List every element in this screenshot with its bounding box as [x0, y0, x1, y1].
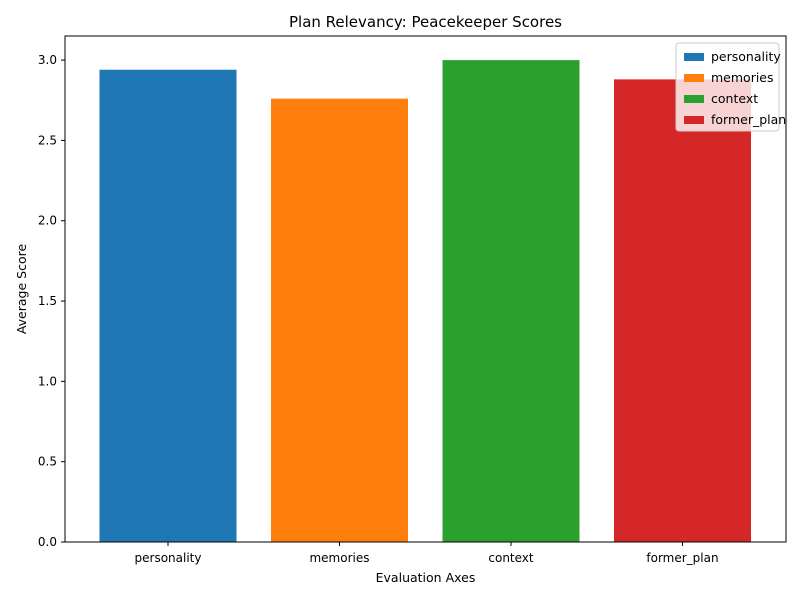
- y-tick-label: 2.5: [38, 133, 57, 147]
- legend: personality memories context former_plan: [675, 42, 786, 132]
- chart-title: Plan Relevancy: Peacekeeper Scores: [289, 13, 562, 31]
- legend-swatch-context: [684, 95, 704, 103]
- x-tick-label: memories: [309, 551, 369, 565]
- bar-context: [442, 60, 580, 542]
- x-tick-label: former_plan: [646, 551, 718, 565]
- legend-swatch-former_plan: [684, 116, 704, 124]
- x-axis: personality memories context former_plan: [135, 542, 719, 565]
- y-tick-label: 2.0: [38, 214, 57, 228]
- x-tick-label: personality: [135, 551, 202, 565]
- plot-frame: [64, 35, 787, 543]
- y-axis: 0.0 0.5 1.0 1.5 2.0 2.5 3.0: [38, 53, 65, 549]
- bar-former_plan: [614, 79, 751, 542]
- legend-label-personality: personality: [711, 49, 781, 64]
- y-tick-label: 1.5: [38, 294, 57, 308]
- y-tick-label: 0.5: [38, 455, 57, 469]
- legend-label-memories: memories: [711, 70, 774, 85]
- y-tick-label: 3.0: [38, 53, 57, 67]
- bar-memories: [271, 98, 408, 543]
- bars-group: [99, 60, 751, 543]
- legend-label-former_plan: former_plan: [711, 112, 786, 127]
- x-tick-label: context: [488, 551, 534, 565]
- x-axis-label: Evaluation Axes: [376, 570, 476, 585]
- legend-box: [675, 42, 780, 132]
- y-tick-label: 1.0: [38, 374, 57, 388]
- bar-personality: [99, 69, 237, 542]
- legend-label-context: context: [711, 91, 758, 106]
- y-tick-label: 0.0: [38, 535, 57, 549]
- y-axis-label: Average Score: [14, 244, 29, 335]
- legend-swatch-personality: [684, 53, 704, 61]
- legend-swatch-memories: [684, 74, 704, 82]
